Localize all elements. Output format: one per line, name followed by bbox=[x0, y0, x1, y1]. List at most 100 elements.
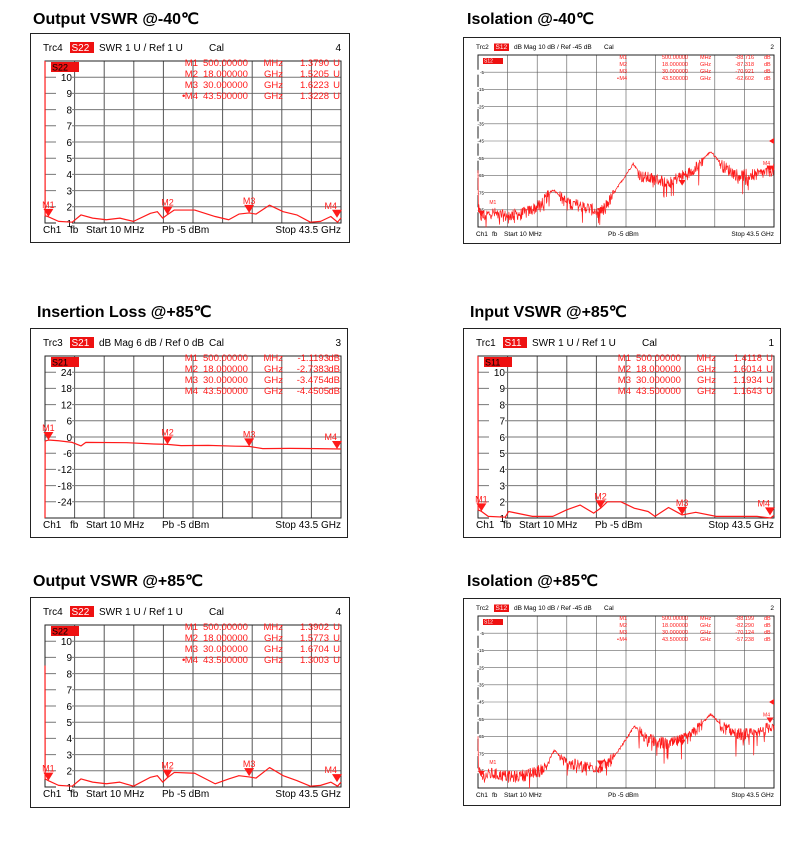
tick-label-bg bbox=[489, 496, 505, 508]
marker-label: M1 bbox=[42, 423, 55, 433]
plot-svg: Trc2 S12 dB Mag 10 dB / Ref -45 dB Cal 2 -5 -1… bbox=[476, 604, 775, 799]
y-tick-label: -24 bbox=[58, 498, 73, 509]
marker-table-value-unit: dB bbox=[764, 76, 771, 82]
marker-table-name: M1 bbox=[618, 353, 631, 364]
active-marker-dot: • bbox=[617, 76, 619, 82]
y-tick-label: 10 bbox=[494, 368, 506, 379]
param-tag-bg bbox=[503, 337, 527, 348]
marker-table-value-unit: dB bbox=[328, 375, 340, 386]
format-label: SWR 1 U / Ref 1 U bbox=[532, 338, 616, 349]
marker-table-name: M2 bbox=[619, 623, 627, 629]
marker-table-freq: 43.500000 bbox=[662, 637, 688, 643]
chart-title-isolation-plus85: Isolation @+85℃ bbox=[467, 573, 598, 590]
marker-table-value: -88.716 bbox=[735, 55, 754, 61]
marker-triangle-icon bbox=[596, 208, 604, 214]
tick-label-bg bbox=[489, 480, 505, 492]
param-tag: S22 bbox=[72, 607, 90, 618]
tick-label-bg bbox=[56, 87, 72, 99]
trace-label: Trc2 bbox=[476, 605, 489, 612]
marker-triangle-icon bbox=[332, 209, 342, 218]
tick-label-bg bbox=[477, 665, 484, 671]
param-tag: S12 bbox=[496, 44, 508, 51]
chart-title-output-vswr-minus40: Output VSWR @-40℃ bbox=[33, 11, 200, 28]
marker-table-value-unit: dB bbox=[764, 616, 771, 622]
param-tag-bg bbox=[494, 43, 509, 51]
marker-label: M2 bbox=[161, 198, 174, 208]
y-tick-label: -35 bbox=[477, 122, 484, 127]
marker-triangle-icon bbox=[766, 165, 774, 172]
marker-table-freq-unit: GHz bbox=[697, 386, 716, 397]
marker-table-freq-unit: GHz bbox=[264, 91, 283, 102]
marker-table-value-unit: U bbox=[333, 655, 340, 666]
marker-triangle-icon bbox=[477, 770, 485, 777]
tick-label-bg bbox=[489, 512, 505, 524]
trace-label: Trc4 bbox=[43, 43, 63, 54]
vna-plot-output-vswr-plus85: Trc4 S22 SWR 1 U / Ref 1 U Cal 4 1 2 3 4 5 6 7 8 9 10 S… bbox=[30, 597, 350, 808]
marker-label: M4 bbox=[763, 713, 770, 719]
footer-channel: Ch1 bbox=[476, 231, 488, 238]
marker-label: M2 bbox=[594, 491, 607, 501]
marker-table-value: 1.3228 bbox=[300, 91, 329, 102]
tick-label-bg bbox=[56, 447, 72, 459]
marker-table-value: 1.1934 bbox=[733, 375, 762, 386]
y-tick-label: 12 bbox=[61, 400, 73, 411]
param-tag: S12 bbox=[496, 605, 508, 612]
footer-channel: Ch1 bbox=[43, 225, 62, 236]
marker-table-value: -87.318 bbox=[735, 62, 754, 68]
vna-plot-input-vswr-plus85: Trc1 S11 SWR 1 U / Ref 1 U Cal 1 1 2 3 4 5 6 7 8 9 10 S… bbox=[463, 328, 781, 538]
y-tick-label: 9 bbox=[66, 89, 72, 100]
marker-table-name: M2 bbox=[185, 633, 198, 644]
measurement-trace bbox=[44, 60, 342, 223]
marker-triangle-icon bbox=[678, 179, 686, 186]
reference-level-arrow-icon bbox=[769, 699, 774, 705]
y-tick-label: 6 bbox=[66, 417, 72, 428]
tick-label-bg bbox=[56, 463, 72, 475]
marker-table-freq-unit: GHz bbox=[264, 644, 283, 655]
footer-start: Start 10 MHz bbox=[86, 225, 144, 236]
marker-table-freq: 30.000000 bbox=[203, 375, 248, 386]
marker-table-value-unit: U bbox=[333, 622, 340, 633]
marker-table-freq: 500.00000 bbox=[203, 622, 248, 633]
marker-table-freq-unit: MHz bbox=[263, 622, 283, 633]
marker-table-value: 1.1643 bbox=[733, 386, 762, 397]
marker-table-freq-unit: GHz bbox=[264, 655, 283, 666]
marker-table-freq-unit: GHz bbox=[264, 375, 283, 386]
y-tick-label: 6 bbox=[66, 702, 72, 713]
tick-label-bg bbox=[56, 382, 72, 394]
marker-table-value: -88.199 bbox=[735, 616, 754, 622]
marker-table-name: M3 bbox=[618, 375, 631, 386]
marker-table-freq-unit: MHz bbox=[263, 58, 283, 69]
marker-label: M4 bbox=[324, 765, 337, 775]
marker-table-freq: 500.00000 bbox=[203, 353, 248, 364]
marker-table-name: M3 bbox=[619, 630, 627, 636]
tick-label-bg bbox=[477, 647, 484, 653]
footer-fb: fb bbox=[70, 225, 79, 236]
footer-start: Start 10 MHz bbox=[519, 520, 577, 531]
footer-start: Start 10 MHz bbox=[86, 520, 144, 531]
tick-label-bg bbox=[489, 463, 505, 475]
measurement-trace bbox=[477, 713, 775, 789]
marker-table-value: 1.4118 bbox=[734, 353, 762, 364]
marker-table-freq: 18.000000 bbox=[203, 69, 248, 80]
marker-table-value-unit: U bbox=[333, 91, 340, 102]
cal-label: Cal bbox=[642, 338, 657, 349]
marker-label: M4 bbox=[324, 432, 337, 442]
marker-triangle-icon bbox=[476, 503, 487, 512]
tick-label-bg bbox=[56, 684, 72, 696]
trace-label: Trc2 bbox=[476, 44, 489, 51]
marker-table-freq: 30.000000 bbox=[203, 644, 248, 655]
y-tick-label: 6 bbox=[66, 138, 72, 149]
marker-table-freq-unit: GHz bbox=[700, 630, 711, 636]
trace-tag-bg bbox=[483, 58, 503, 64]
marker-label: M1 bbox=[475, 494, 488, 504]
measurement-trace bbox=[477, 355, 775, 519]
cal-label: Cal bbox=[209, 43, 224, 54]
marker-table-value: 1.6704 bbox=[300, 644, 329, 655]
active-marker-dot: • bbox=[182, 91, 185, 102]
marker-table-value-unit: U bbox=[766, 375, 773, 386]
footer-fb: fb bbox=[70, 520, 79, 531]
marker-table-name: M1 bbox=[619, 55, 627, 61]
marker-table-name: M2 bbox=[618, 364, 631, 375]
vna-plot-isolation-plus85: Trc2 S12 dB Mag 10 dB / Ref -45 dB Cal 2 -5 -1… bbox=[463, 598, 781, 806]
marker-triangle-icon bbox=[595, 500, 606, 509]
